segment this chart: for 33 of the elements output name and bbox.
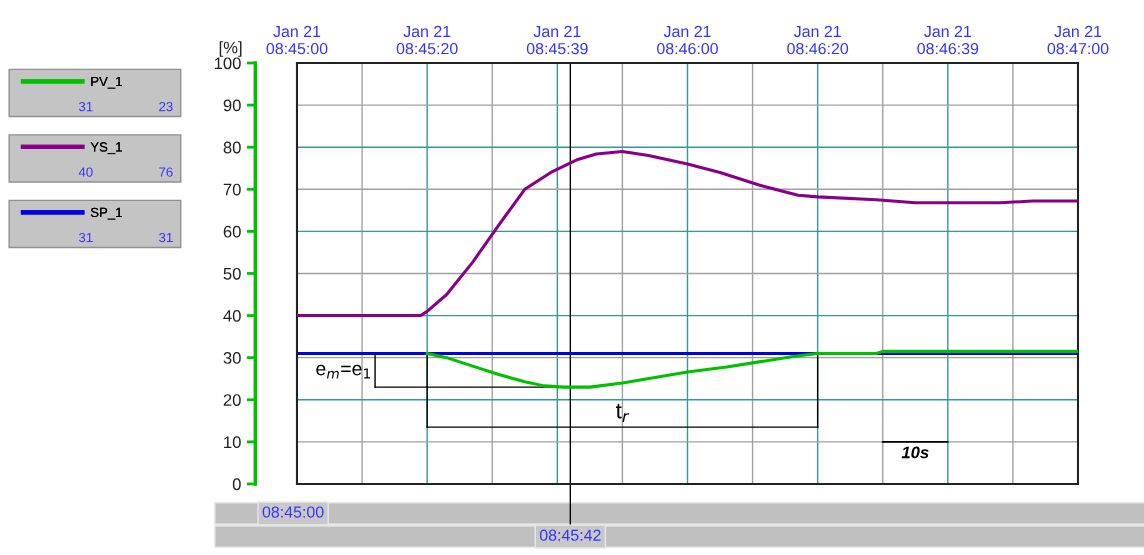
y-tick-label: 20 [223, 394, 241, 406]
y-tick-label: 50 [223, 267, 241, 280]
y-axis-title: [%] [219, 41, 242, 57]
text: 31 [78, 232, 93, 243]
text: 31 [78, 101, 93, 112]
x-tick-label: Jan 21 08:45:39 [526, 25, 588, 55]
y-tick-label: 30 [223, 352, 241, 364]
y-tick-label: 70 [223, 183, 241, 196]
text: 31 [159, 232, 173, 243]
y-tick-label: 100 [214, 57, 241, 70]
y-tick-label: 60 [223, 225, 241, 238]
x-tick-label: Jan 21 08:47:00 [1047, 25, 1109, 55]
x-tick-label: Jan 21 08:45:20 [396, 25, 458, 55]
legend-label: YS_1 [90, 142, 122, 155]
text: 23 [159, 101, 173, 112]
legend-label: PV_1 [91, 76, 122, 89]
text: 40 [78, 167, 93, 177]
y-tick-label: 90 [223, 99, 241, 112]
y-tick-label: 10 [224, 436, 241, 449]
x-tick-label: Jan 21 08:45:00 [266, 25, 328, 55]
y-tick-label: 40 [223, 309, 241, 322]
text: 08:45:00 [262, 506, 324, 518]
annotation: e$_{m}$=e$_{1}$ [316, 364, 370, 379]
x-tick-label: Jan 21 08:46:00 [657, 25, 718, 55]
annotation: 10s [901, 446, 929, 459]
y-tick-label: 0 [232, 478, 241, 491]
ref-line-label: 08:45:42 [539, 529, 601, 541]
legend-label: SP_1 [90, 207, 122, 220]
x-tick-label: Jan 21 08:46:20 [787, 25, 849, 55]
y-tick-label: 80 [223, 141, 241, 154]
annotation: t$_{r}$ [615, 403, 630, 422]
x-tick-label: Jan 21 08:46:39 [917, 25, 979, 55]
text: 76 [159, 167, 173, 177]
